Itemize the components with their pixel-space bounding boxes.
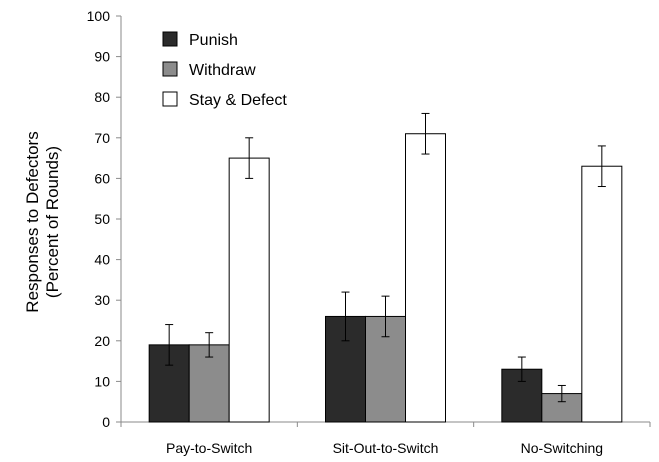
bar-withdraw — [188, 344, 230, 423]
y-tick-label: 90 — [94, 49, 110, 65]
x-category-label: No-Switching — [521, 440, 603, 456]
y-axis-title: Responses to Defectors (Percent of Round… — [23, 131, 62, 312]
y-tick-label: 10 — [94, 373, 110, 389]
legend-label: Punish — [189, 32, 238, 49]
y-tick-label: 20 — [94, 333, 110, 349]
error-bars — [165, 112, 606, 403]
bar-stay-defect — [228, 157, 270, 423]
y-axis: 0 10 20 30 40 50 60 70 80 90 100 — [87, 8, 122, 430]
y-tick-label: 30 — [94, 292, 110, 308]
y-tick-label: 100 — [87, 8, 111, 24]
x-axis: Pay-to-Switch Sit-Out-to-Switch No-Switchi… — [120, 421, 651, 456]
y-axis-title-line-2: (Percent of Rounds) — [43, 146, 62, 298]
x-category-label: Pay-to-Switch — [166, 440, 252, 456]
legend-swatch — [162, 61, 178, 77]
y-tick-label: 80 — [94, 89, 110, 105]
y-axis-title-line-1: Responses to Defectors — [23, 131, 42, 312]
y-tick-label: 0 — [102, 414, 110, 430]
legend-swatch — [162, 91, 178, 107]
bar-stay-defect — [581, 165, 623, 423]
y-tick-label: 60 — [94, 170, 110, 186]
bar-stay-defect — [405, 133, 446, 423]
legend-swatch — [162, 31, 178, 47]
x-category-label: Sit-Out-to-Switch — [333, 440, 439, 456]
bars — [148, 133, 623, 423]
legend-label: Stay & Defect — [189, 92, 287, 109]
legend: Punish Withdraw Stay & Defect — [162, 31, 287, 109]
legend-label: Withdraw — [189, 62, 256, 79]
y-tick-label: 70 — [94, 130, 110, 146]
y-tick-label: 50 — [94, 211, 110, 227]
y-tick-label: 40 — [94, 252, 110, 268]
